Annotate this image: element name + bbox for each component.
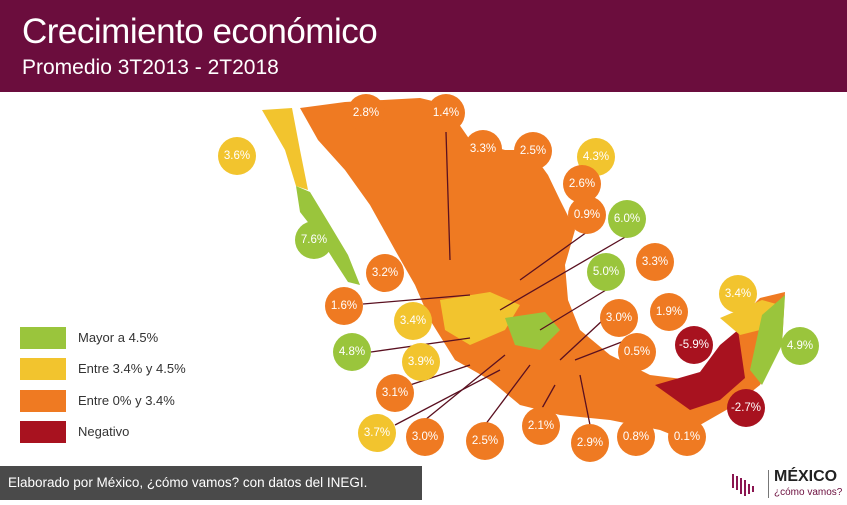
logo-name: MÉXICO <box>774 468 838 485</box>
page-title: Crecimiento económico <box>22 12 378 51</box>
legend-label: Mayor a 4.5% <box>78 330 159 345</box>
legend-swatch-green <box>20 327 66 349</box>
header-banner: Crecimiento económico Promedio 3T2013 - … <box>0 0 847 92</box>
quintana-roo-region <box>750 295 785 385</box>
value-badge: 1.6% <box>325 287 363 325</box>
value-badge: 2.1% <box>522 407 560 445</box>
legend-item-mayor: Mayor a 4.5% <box>20 327 280 349</box>
legend-swatch-red <box>20 421 66 443</box>
value-badge: 0.1% <box>668 418 706 456</box>
value-badge: 0.9% <box>568 196 606 234</box>
central-green-region <box>505 312 560 350</box>
mainland-region <box>300 98 785 442</box>
value-badge: 0.5% <box>618 333 656 371</box>
value-badge: 3.1% <box>376 374 414 412</box>
value-badge: 3.4% <box>719 275 757 313</box>
value-badge: 0.8% <box>617 418 655 456</box>
value-badge: -2.7% <box>727 389 765 427</box>
legend-item-entre-34-45: Entre 3.4% y 4.5% <box>20 358 280 380</box>
legend-swatch-orange <box>20 390 66 412</box>
value-badge: 3.3% <box>636 243 674 281</box>
legend-item-negativo: Negativo <box>20 421 280 443</box>
logo-bars-icon <box>732 470 769 498</box>
value-badge: 4.8% <box>333 333 371 371</box>
value-badge: 3.0% <box>406 418 444 456</box>
value-badge: 4.9% <box>781 327 819 365</box>
page-subtitle: Promedio 3T2013 - 2T2018 <box>22 56 279 79</box>
mexico-como-vamos-logo: MÉXICO ¿cómo vamos? <box>730 466 845 502</box>
legend-swatch-yellow <box>20 358 66 380</box>
value-badge: 3.4% <box>394 302 432 340</box>
logo-tagline: ¿cómo vamos? <box>774 487 843 498</box>
value-badge: -5.9% <box>675 326 713 364</box>
value-badge: 7.6% <box>295 221 333 259</box>
value-badge: 2.8% <box>347 94 385 132</box>
footer-text: Elaborado por México, ¿cómo vamos? con d… <box>8 475 368 490</box>
campeche-region <box>655 330 745 410</box>
legend-label: Entre 3.4% y 4.5% <box>78 361 186 376</box>
legend-label: Entre 0% y 3.4% <box>78 393 175 408</box>
value-badge: 3.3% <box>464 130 502 168</box>
value-badge: 2.5% <box>514 132 552 170</box>
value-badge: 3.7% <box>358 414 396 452</box>
value-badge: 2.9% <box>571 424 609 462</box>
value-badge: 3.9% <box>402 343 440 381</box>
footer-credit: Elaborado por México, ¿cómo vamos? con d… <box>0 466 422 500</box>
yucatan-region <box>720 300 780 335</box>
central-yellow-region <box>440 292 520 345</box>
value-badge: 2.5% <box>466 422 504 460</box>
value-badge: 1.9% <box>650 293 688 331</box>
value-badge: 6.0% <box>608 200 646 238</box>
baja-california-region <box>262 108 308 190</box>
value-badge: 3.6% <box>218 137 256 175</box>
value-badge: 3.0% <box>600 299 638 337</box>
legend-item-entre-0-34: Entre 0% y 3.4% <box>20 390 280 412</box>
value-badge: 1.4% <box>427 94 465 132</box>
leader-lines <box>362 131 638 426</box>
value-badge: 5.0% <box>587 253 625 291</box>
legend-label: Negativo <box>78 424 130 439</box>
value-badge: 3.2% <box>366 254 404 292</box>
